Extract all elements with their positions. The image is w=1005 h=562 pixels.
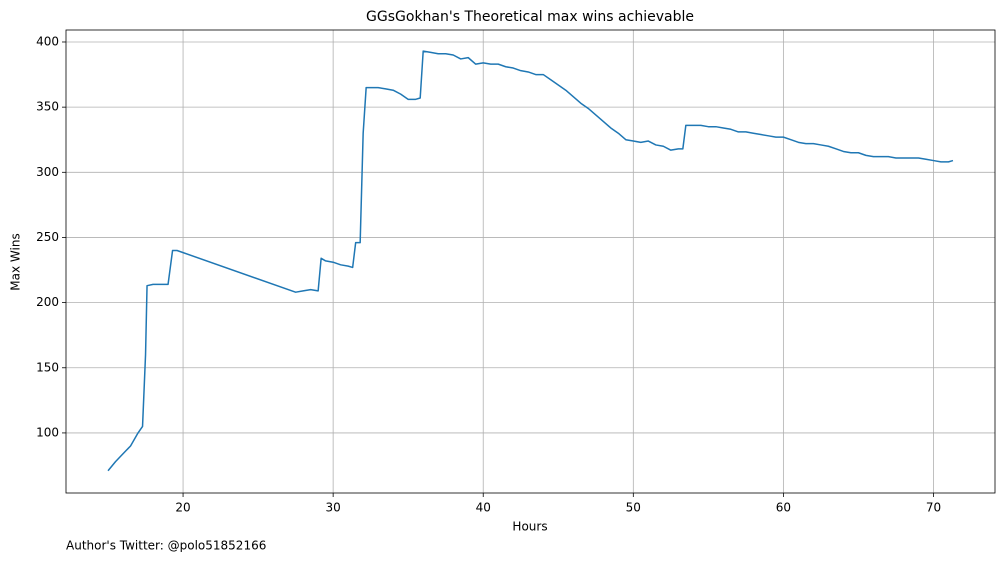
y-tick-label: 100: [36, 425, 59, 439]
author-note: Author's Twitter: @polo51852166: [66, 539, 266, 553]
x-tick-label: 60: [776, 501, 791, 515]
y-tick-label: 250: [36, 230, 59, 244]
x-tick-label: 30: [326, 501, 341, 515]
y-tick-label: 300: [36, 165, 59, 179]
x-axis-label: Hours: [512, 520, 547, 534]
y-tick-label: 150: [36, 360, 59, 374]
x-tick-label: 50: [626, 501, 641, 515]
plot-frame: [65, 29, 996, 494]
data-line: [107, 50, 954, 472]
y-tick-label: 350: [36, 100, 59, 114]
y-tick-label: 200: [36, 295, 59, 309]
x-tick-label: 70: [926, 501, 941, 515]
y-axis-label: Max Wins: [9, 233, 23, 290]
x-tick-label: 20: [175, 501, 190, 515]
chart-title: GGsGokhan's Theoretical max wins achieva…: [366, 9, 694, 25]
x-tick-label: 40: [476, 501, 491, 515]
y-tick-label: 400: [36, 34, 59, 48]
